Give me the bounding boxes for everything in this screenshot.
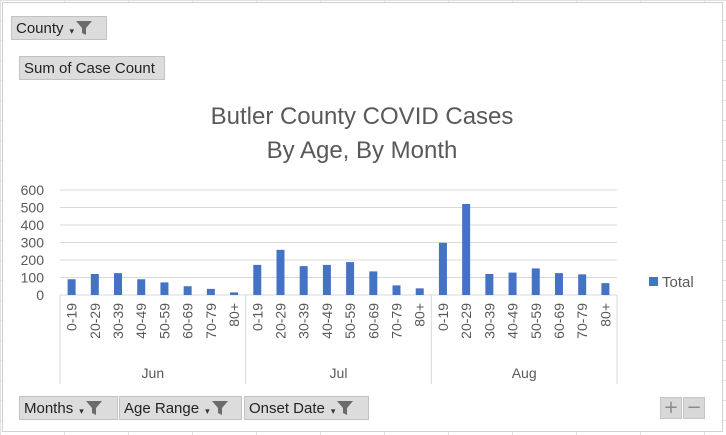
- x-tick-label: 80+: [412, 303, 428, 327]
- month-group-label: Jun: [142, 365, 165, 381]
- dropdown-arrow-icon: ▾: [69, 25, 75, 36]
- x-tick-label: 20-29: [87, 303, 103, 339]
- age-range-field-label: Age Range: [124, 399, 200, 417]
- bar[interactable]: [67, 279, 76, 295]
- x-tick-label: 50-59: [342, 303, 358, 339]
- x-tick-label: 60-69: [365, 303, 381, 339]
- onset-date-field-label: Onset Date: [249, 399, 325, 417]
- x-tick-label: 20-29: [458, 303, 474, 339]
- bar[interactable]: [508, 272, 517, 295]
- chart-title-line-1: Butler County COVID Cases: [211, 103, 514, 130]
- funnel-icon: [211, 401, 228, 415]
- legend-label: Total: [662, 274, 694, 291]
- x-tick-label: 20-29: [272, 303, 288, 339]
- onset-date-field-button[interactable]: Onset Date ▾: [244, 396, 369, 420]
- y-tick-label: 600: [21, 182, 45, 198]
- x-tick-label: 50-59: [156, 303, 172, 339]
- bar[interactable]: [253, 264, 262, 295]
- x-tick-label: 0-19: [249, 303, 265, 331]
- bar[interactable]: [415, 288, 424, 295]
- bar[interactable]: [230, 292, 239, 295]
- dropdown-arrow-icon: ▾: [330, 405, 336, 416]
- expand-button[interactable]: +: [660, 397, 682, 419]
- x-tick-label: 60-69: [180, 303, 196, 339]
- x-tick-label: 40-49: [505, 303, 521, 339]
- y-tick-label: 400: [21, 217, 45, 233]
- x-tick-label: 80+: [226, 303, 242, 327]
- bar[interactable]: [462, 204, 471, 295]
- bar[interactable]: [346, 262, 355, 295]
- bar[interactable]: [137, 279, 146, 295]
- x-tick-label: 0-19: [64, 303, 80, 331]
- x-tick-label: 30-39: [296, 303, 312, 339]
- bar[interactable]: [206, 288, 215, 295]
- bar[interactable]: [578, 274, 587, 295]
- bar[interactable]: [183, 286, 192, 295]
- x-tick-label: 40-49: [319, 303, 335, 339]
- bar[interactable]: [299, 266, 308, 295]
- bar[interactable]: [531, 268, 540, 295]
- bar[interactable]: [485, 274, 494, 295]
- county-filter-button[interactable]: County ▾: [11, 16, 107, 40]
- bar[interactable]: [276, 249, 285, 295]
- y-tick-label: 500: [21, 200, 45, 216]
- funnel-icon: [337, 401, 354, 415]
- bar[interactable]: [554, 273, 563, 295]
- bar[interactable]: [601, 283, 610, 295]
- bar[interactable]: [114, 273, 123, 295]
- x-tick-label: 0-19: [435, 303, 451, 331]
- month-group-label: Aug: [512, 365, 537, 381]
- months-field-button[interactable]: Months ▾: [19, 396, 118, 420]
- bar[interactable]: [369, 271, 378, 295]
- chart-title-line-2: By Age, By Month: [267, 137, 458, 164]
- months-field-label: Months: [24, 399, 74, 417]
- y-tick-label: 300: [21, 235, 45, 251]
- bar[interactable]: [392, 285, 401, 295]
- month-group-label: Jul: [330, 365, 348, 381]
- y-tick-label: 0: [36, 287, 44, 303]
- x-tick-label: 60-69: [551, 303, 567, 339]
- bar[interactable]: [322, 264, 331, 295]
- x-tick-label: 40-49: [133, 303, 149, 339]
- x-tick-label: 30-39: [481, 303, 497, 339]
- bar[interactable]: [438, 242, 447, 295]
- x-tick-label: 30-39: [110, 303, 126, 339]
- dropdown-arrow-icon: ▾: [205, 405, 210, 416]
- x-tick-label: 50-59: [528, 303, 544, 339]
- age-range-field-button[interactable]: Age Range ▾: [119, 396, 242, 420]
- county-filter-label: County: [16, 19, 64, 37]
- legend-swatch: [649, 277, 658, 286]
- funnel-icon: [85, 401, 102, 415]
- y-tick-label: 200: [21, 252, 45, 268]
- x-tick-label: 70-79: [203, 303, 219, 339]
- measure-field-label: Sum of Case Count: [24, 59, 155, 77]
- y-tick-label: 100: [21, 270, 45, 286]
- funnel-icon: [76, 21, 93, 35]
- bar[interactable]: [90, 274, 99, 295]
- collapse-button[interactable]: −: [683, 397, 705, 419]
- x-tick-label: 70-79: [389, 303, 405, 339]
- bar[interactable]: [160, 282, 169, 295]
- measure-field-button[interactable]: Sum of Case Count: [19, 56, 165, 80]
- x-tick-label: 70-79: [574, 303, 590, 339]
- dropdown-arrow-icon: ▾: [79, 405, 84, 416]
- x-tick-label: 80+: [597, 303, 613, 327]
